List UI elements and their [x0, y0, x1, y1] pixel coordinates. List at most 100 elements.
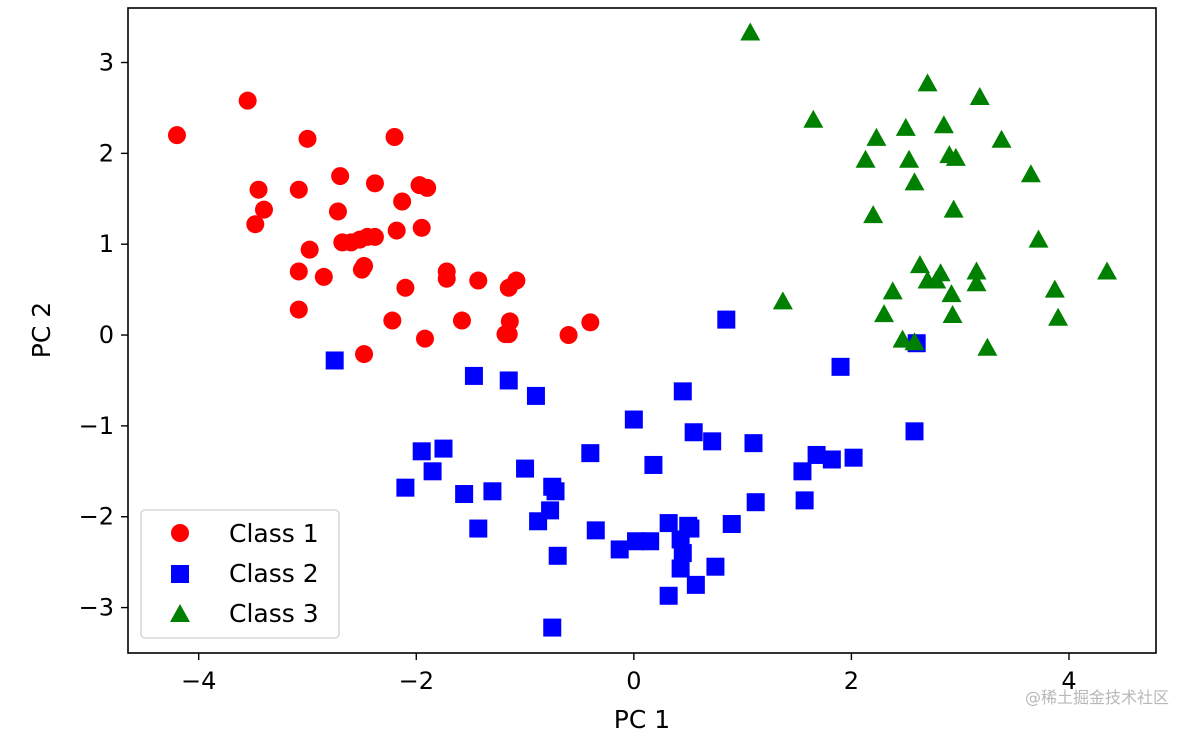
class-1-point	[559, 326, 578, 345]
class-2-point	[831, 357, 850, 376]
class-1-point	[254, 200, 273, 219]
watermark-text: @稀土掘金技术社区	[1024, 688, 1169, 707]
class-3-point	[855, 149, 876, 168]
class-2-point	[516, 459, 535, 478]
class-1-point	[328, 202, 347, 221]
class-3-point	[945, 147, 966, 166]
class-3-point	[941, 284, 962, 303]
class-2-point	[641, 532, 660, 551]
x-tick-labels: −4 −2 0 2 4	[181, 667, 1077, 695]
class-3-point	[740, 22, 761, 41]
class-2-point	[673, 544, 692, 563]
class-2-point	[548, 546, 567, 565]
class-3-point	[1044, 279, 1065, 298]
legend-marker-class-1	[171, 524, 189, 542]
class-3-point	[892, 329, 913, 348]
x-axis-label: PC 1	[614, 705, 670, 730]
class-2-point	[905, 422, 924, 441]
class-1-point	[365, 227, 384, 246]
class-1-point	[167, 126, 186, 145]
class-2-point	[807, 445, 826, 464]
class-2-point	[822, 450, 841, 469]
class-1-point	[289, 180, 308, 199]
class-2-point	[499, 371, 518, 390]
class-1-point	[385, 128, 404, 146]
class-3-point	[899, 149, 920, 168]
class-1-point	[300, 240, 319, 259]
class-1-point	[581, 313, 600, 332]
class-2-point	[423, 462, 442, 481]
class-3-point	[909, 255, 930, 274]
legend-label-class-1: Class 1	[229, 519, 319, 548]
class-3-point	[803, 109, 824, 128]
y-tick-label: −3	[79, 594, 114, 622]
class-2-point	[526, 386, 545, 405]
class-3-point	[866, 127, 887, 146]
legend-marker-class-3	[170, 604, 190, 622]
x-tick-label: 0	[626, 667, 641, 695]
class-3-point	[1048, 307, 1069, 326]
class-1-point	[412, 218, 431, 237]
class-2-point	[684, 423, 703, 442]
legend-label-class-3: Class 3	[229, 599, 319, 628]
class-1-point	[298, 129, 317, 148]
class-1-point	[355, 257, 374, 275]
class-2-point	[412, 442, 431, 461]
y-tick-labels: −3 −2 −1 0 1 2 3	[79, 49, 114, 622]
class-3-point	[933, 115, 954, 134]
class-1-point	[289, 262, 308, 281]
y-tick-label: 0	[99, 321, 114, 349]
class-3-point	[895, 117, 916, 136]
legend-label-class-2: Class 2	[229, 559, 319, 588]
class-1-point	[415, 329, 434, 348]
legend: Class 1 Class 2 Class 3	[140, 509, 340, 639]
class-2-point	[627, 532, 646, 551]
class-1-point	[249, 180, 268, 199]
class-3-point	[943, 199, 964, 218]
class-3-point	[1020, 164, 1041, 183]
class-2-point	[581, 444, 600, 463]
class-2-point	[673, 382, 692, 401]
class-3-point	[1097, 261, 1118, 280]
class-1-point	[452, 311, 471, 330]
class-2-point	[744, 434, 763, 453]
class-1-point	[383, 311, 402, 330]
class-2-point	[681, 519, 700, 538]
class-2-point	[671, 559, 690, 578]
class-3-point	[942, 305, 963, 324]
series-1	[167, 91, 600, 364]
class-1-point	[238, 91, 257, 110]
class-3-point	[904, 332, 925, 351]
class-2-point	[610, 540, 629, 559]
class-3-point	[904, 172, 925, 191]
class-1-point	[393, 192, 412, 211]
class-2-point	[455, 485, 474, 504]
class-3-point	[863, 205, 884, 224]
class-1-point	[331, 167, 350, 186]
class-1-point	[507, 271, 526, 290]
class-2-point	[659, 586, 678, 605]
y-tick-label: 2	[99, 139, 114, 167]
class-2-point	[396, 478, 415, 497]
class-1-point	[289, 300, 308, 319]
class-3-point	[874, 304, 895, 323]
class-2-point	[717, 310, 736, 329]
y-tick-label: 3	[99, 49, 114, 77]
x-tick-label: 4	[1061, 667, 1076, 695]
class-3-point	[991, 129, 1012, 148]
class-3-point	[772, 291, 793, 310]
class-1-point	[469, 271, 488, 290]
y-tick-label: −1	[79, 412, 114, 440]
class-2-point	[793, 462, 812, 481]
axis-ticks	[121, 61, 1070, 660]
class-3-point	[966, 273, 987, 292]
class-1-point	[437, 269, 456, 288]
class-3-point	[966, 261, 987, 280]
class-2-point	[546, 482, 565, 501]
class-2-point	[722, 515, 741, 533]
x-tick-label: −2	[399, 667, 434, 695]
class-1-point	[387, 221, 406, 240]
class-2-point	[703, 432, 722, 451]
class-3-point	[882, 281, 903, 300]
